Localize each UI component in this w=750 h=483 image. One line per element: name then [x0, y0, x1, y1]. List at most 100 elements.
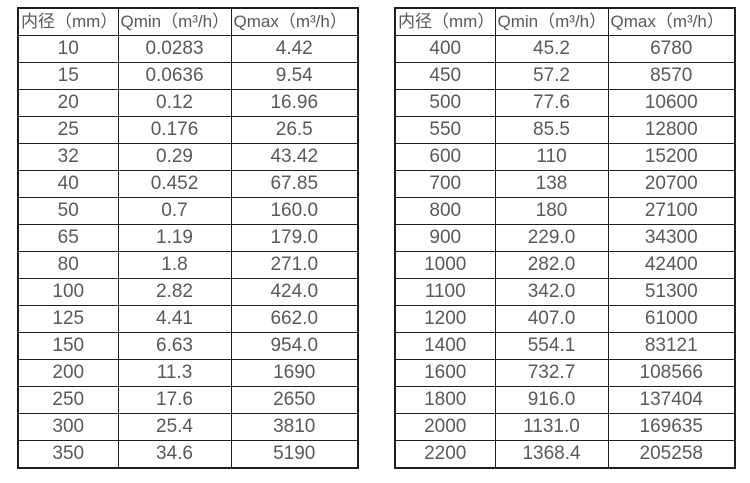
table-row: 10 0.0283 4.42	[17, 35, 359, 63]
table-cell: 51300	[607, 278, 736, 306]
column-header: 内径（mm）	[394, 7, 496, 36]
table-cell: 2200	[394, 440, 496, 469]
table-cell: 900	[394, 224, 496, 252]
table-cell: 350	[17, 440, 119, 469]
table-row: 40 0.452 67.85	[17, 170, 359, 198]
table-cell: 67.85	[230, 170, 359, 198]
table-cell: 43.42	[230, 143, 359, 171]
table-cell: 1690	[230, 359, 359, 387]
table-cell: 200	[17, 359, 119, 387]
table-cell: 1400	[394, 332, 496, 360]
table-cell: 77.6	[494, 89, 609, 117]
table-cell: 0.176	[117, 116, 232, 144]
column-header: Qmin（m³/h）	[494, 7, 609, 36]
table-cell: 40	[17, 170, 119, 198]
table-cell: 2650	[230, 386, 359, 414]
table-row: 1100 342.0 51300	[394, 278, 736, 306]
table-cell: 4.41	[117, 305, 232, 333]
table-cell: 110	[494, 143, 609, 171]
table-cell: 800	[394, 197, 496, 225]
table-cell: 300	[17, 413, 119, 441]
table-cell: 4.42	[230, 35, 359, 63]
column-header: Qmax（m³/h）	[230, 7, 359, 36]
table-cell: 271.0	[230, 251, 359, 279]
table-cell: 80	[17, 251, 119, 279]
table-row: 400 45.2 6780	[394, 35, 736, 63]
table-row: 100 2.82 424.0	[17, 278, 359, 306]
table-cell: 61000	[607, 305, 736, 333]
table-cell: 6.63	[117, 332, 232, 360]
flow-spec-table-large-diameters: 内径（mm） Qmin（m³/h） Qmax（m³/h） 400 45.2 6780 450…	[394, 7, 736, 469]
table-cell: 137404	[607, 386, 736, 414]
flow-spec-page: 内径（mm） Qmin（m³/h） Qmax（m³/h） 10 0.0283 4.42 15…	[17, 7, 736, 469]
table-cell: 1100	[394, 278, 496, 306]
table-cell: 1800	[394, 386, 496, 414]
table-row: 1800 916.0 137404	[394, 386, 736, 414]
column-header: Qmin（m³/h）	[117, 7, 232, 36]
table-row: 125 4.41 662.0	[17, 305, 359, 333]
table-cell: 11.3	[117, 359, 232, 387]
table-row: 2200 1368.4 205258	[394, 440, 736, 469]
table-cell: 34300	[607, 224, 736, 252]
table-cell: 45.2	[494, 35, 609, 63]
table-cell: 554.1	[494, 332, 609, 360]
table-cell: 85.5	[494, 116, 609, 144]
table-cell: 407.0	[494, 305, 609, 333]
table-cell: 169635	[607, 413, 736, 441]
table-cell: 8570	[607, 62, 736, 90]
table-row: 80 1.8 271.0	[17, 251, 359, 279]
table-cell: 550	[394, 116, 496, 144]
table-cell: 1368.4	[494, 440, 609, 469]
column-header: Qmax（m³/h）	[607, 7, 736, 36]
table-cell: 342.0	[494, 278, 609, 306]
table-cell: 10600	[607, 89, 736, 117]
table-row: 1600 732.7 108566	[394, 359, 736, 387]
table-cell: 42400	[607, 251, 736, 279]
table-cell: 180	[494, 197, 609, 225]
table-row: 25 0.176 26.5	[17, 116, 359, 144]
table-cell: 5190	[230, 440, 359, 469]
table-row: 1000 282.0 42400	[394, 251, 736, 279]
table-cell: 160.0	[230, 197, 359, 225]
table-cell: 229.0	[494, 224, 609, 252]
table-cell: 1000	[394, 251, 496, 279]
table-cell: 15200	[607, 143, 736, 171]
table-cell: 100	[17, 278, 119, 306]
table-cell: 12800	[607, 116, 736, 144]
table-cell: 179.0	[230, 224, 359, 252]
table-cell: 50	[17, 197, 119, 225]
table-cell: 0.7	[117, 197, 232, 225]
table-cell: 700	[394, 170, 496, 198]
table-cell: 17.6	[117, 386, 232, 414]
table-cell: 282.0	[494, 251, 609, 279]
flow-spec-table-small-diameters: 内径（mm） Qmin（m³/h） Qmax（m³/h） 10 0.0283 4.42 15…	[17, 7, 359, 469]
table-row: 600 110 15200	[394, 143, 736, 171]
table-row: 250 17.6 2650	[17, 386, 359, 414]
table-cell: 0.29	[117, 143, 232, 171]
column-header: 内径（mm）	[17, 7, 119, 36]
table-row: 500 77.6 10600	[394, 89, 736, 117]
table-cell: 0.0636	[117, 62, 232, 90]
table-row: 1400 554.1 83121	[394, 332, 736, 360]
table-cell: 424.0	[230, 278, 359, 306]
table-row: 1200 407.0 61000	[394, 305, 736, 333]
table-cell: 6780	[607, 35, 736, 63]
table-cell: 25.4	[117, 413, 232, 441]
table-cell: 65	[17, 224, 119, 252]
table-row: 300 25.4 3810	[17, 413, 359, 441]
table-row: 800 180 27100	[394, 197, 736, 225]
table-cell: 57.2	[494, 62, 609, 90]
table-row: 2000 1131.0 169635	[394, 413, 736, 441]
table-cell: 732.7	[494, 359, 609, 387]
table-cell: 138	[494, 170, 609, 198]
table-row: 700 138 20700	[394, 170, 736, 198]
table-cell: 1.19	[117, 224, 232, 252]
table-row: 450 57.2 8570	[394, 62, 736, 90]
table-row: 350 34.6 5190	[17, 440, 359, 469]
table-cell: 0.0283	[117, 35, 232, 63]
table-cell: 250	[17, 386, 119, 414]
table-cell: 400	[394, 35, 496, 63]
table-row: 50 0.7 160.0	[17, 197, 359, 225]
table-cell: 150	[17, 332, 119, 360]
table-cell: 125	[17, 305, 119, 333]
